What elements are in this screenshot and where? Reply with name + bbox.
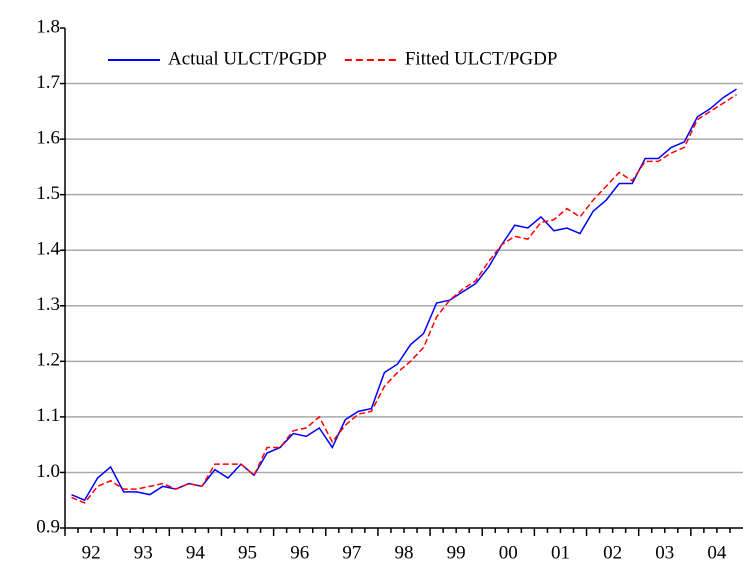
y-tick-label: 1.4 <box>36 239 60 260</box>
y-tick-label: 1.0 <box>36 461 60 482</box>
x-tick-label: 93 <box>134 542 153 563</box>
y-tick-label: 1.8 <box>36 16 60 37</box>
x-tick-label: 98 <box>395 542 414 563</box>
x-tick-label: 92 <box>82 542 101 563</box>
y-tick-label: 1.7 <box>36 72 60 93</box>
y-tick-label: 1.3 <box>36 294 60 315</box>
x-tick-label: 96 <box>290 542 309 563</box>
x-tick-label: 01 <box>551 542 570 563</box>
y-tick-label: 1.5 <box>36 183 60 204</box>
y-tick-label: 0.9 <box>36 516 60 537</box>
y-tick-label: 1.2 <box>36 350 60 371</box>
x-tick-label: 03 <box>655 542 674 563</box>
x-tick-label: 94 <box>186 542 206 563</box>
y-tick-label: 1.1 <box>36 405 60 426</box>
legend-box <box>100 44 738 76</box>
x-tick-label: 00 <box>499 542 518 563</box>
x-tick-label: 99 <box>447 542 466 563</box>
x-tick-label: 95 <box>238 542 257 563</box>
legend-label: Fitted ULCT/PGDP <box>405 48 558 69</box>
x-tick-label: 02 <box>603 542 622 563</box>
x-tick-label: 97 <box>342 542 361 563</box>
x-tick-label: 04 <box>707 542 727 563</box>
legend-label: Actual ULCT/PGDP <box>168 48 327 69</box>
series-line <box>71 94 737 504</box>
y-tick-label: 1.6 <box>36 127 60 148</box>
series-line <box>71 88 737 502</box>
